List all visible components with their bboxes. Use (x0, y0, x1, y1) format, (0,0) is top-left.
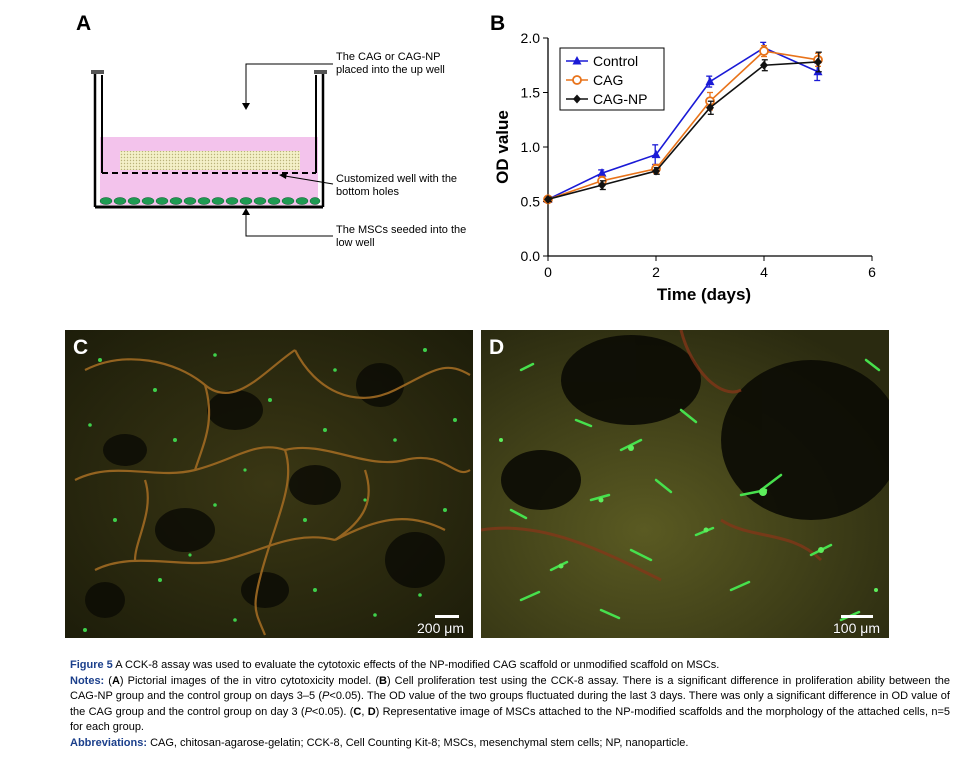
caption-title: Figure 5 A CCK-8 assay was used to evalu… (70, 658, 950, 674)
notes-text-7: ) Representative image of MSCs attached … (70, 705, 950, 734)
data-point-cag (759, 46, 769, 56)
scale-bar-c (435, 615, 459, 618)
y-tick-label: 0.0 (521, 248, 541, 264)
y-tick-label: 0.5 (521, 194, 541, 210)
notes-label: Notes: (70, 674, 105, 687)
scale-bar-d (841, 615, 873, 618)
data-point-control (705, 76, 715, 86)
legend-marker-cag-np (573, 94, 581, 104)
panel-b-letter: B (490, 12, 506, 35)
micrograph-d: D 100 μm (481, 330, 889, 638)
y-tick-label: 1.5 (521, 85, 541, 101)
data-point-cag-np (814, 57, 822, 67)
well-diagram (91, 63, 334, 237)
notes-p-2: P (304, 705, 312, 718)
x-tick-label: 6 (868, 264, 876, 280)
figure-text: A CCK-8 assay was used to evaluate the c… (112, 659, 720, 671)
abbr-label: Abbreviations: (70, 736, 148, 749)
y-tick-label: 1.0 (521, 139, 541, 155)
data-point-control (813, 66, 823, 76)
series-line-cag (547, 50, 819, 201)
legend-label-cag: CAG (593, 72, 623, 88)
data-point-cag-np (544, 194, 552, 204)
panel-a-letter: A (76, 12, 92, 35)
notes-ref-d: D (367, 705, 376, 718)
notes-p-1: P (322, 690, 330, 702)
series-line-cag-np (547, 61, 819, 201)
legend-marker-control (572, 56, 582, 65)
x-tick-label: 4 (760, 264, 768, 280)
x-tick-label: 0 (544, 264, 552, 280)
data-point-cag-np (598, 180, 606, 190)
x-axis-label: Time (days) (657, 285, 751, 304)
notes-text-4: <0.05). The OD value of the two groups f… (70, 690, 950, 718)
y-tick-label: 2.0 (521, 30, 541, 46)
data-point-cag-np (706, 103, 714, 113)
figure-caption: Figure 5 A CCK-8 assay was used to evalu… (70, 658, 950, 751)
od-line-chart: 0.0 0.5 1.0 1.5 2.0 0 2 4 6 Time (days) OD value Co… (493, 30, 876, 304)
data-point-control (651, 149, 661, 159)
panel-d-letter: D (489, 336, 505, 359)
micrograph-c: C 200 μm (65, 330, 473, 638)
scale-label-d: 100 μm (833, 620, 880, 636)
caption-abbreviations: Abbreviations: CAG, chitosan-agarose-gel… (70, 736, 950, 752)
legend-label-control: Control (593, 53, 638, 69)
notes-ref-c: C (353, 705, 362, 718)
y-axis-label: OD value (493, 110, 512, 184)
scale-label-c: 200 μm (417, 620, 464, 636)
notes-text-3: ) Cell proliferation test using the CCK-… (70, 674, 950, 703)
abbr-text: CAG, chitosan-agarose-gelatin; CCK-8, Ce… (147, 736, 689, 749)
annotation-customized-well: Customized well with the bottom holes (336, 173, 458, 198)
legend-label-cag-np: CAG-NP (593, 91, 647, 107)
annotation-low-well: The MSCs seeded into the low well (336, 224, 467, 249)
scaffold (120, 151, 300, 170)
figure-label: Figure 5 (70, 659, 113, 671)
panel-a-schematic: A (0, 0, 490, 320)
msc-cells (99, 197, 321, 205)
culture-medium (100, 137, 318, 205)
notes-text-1: ( (104, 674, 112, 687)
notes-text-2: ) Pictorial images of the in vitro cytot… (119, 674, 379, 687)
data-point-cag-np (652, 166, 660, 176)
notes-ref-a: A (111, 674, 120, 687)
x-tick-label: 2 (652, 264, 660, 280)
notes-text-5: <0.05). ( (311, 705, 354, 718)
notes-text-6: , (361, 705, 368, 718)
caption-notes: Notes: (A) Pictorial images of the in vi… (70, 674, 950, 736)
notes-ref-b: B (378, 674, 387, 687)
annotation-up-well: The CAG or CAG-NP placed into the up wel… (336, 51, 445, 76)
data-point-control (597, 168, 607, 177)
panel-c-letter: C (73, 336, 89, 359)
data-point-cag-np (760, 60, 768, 70)
legend-marker-cag (572, 75, 582, 85)
